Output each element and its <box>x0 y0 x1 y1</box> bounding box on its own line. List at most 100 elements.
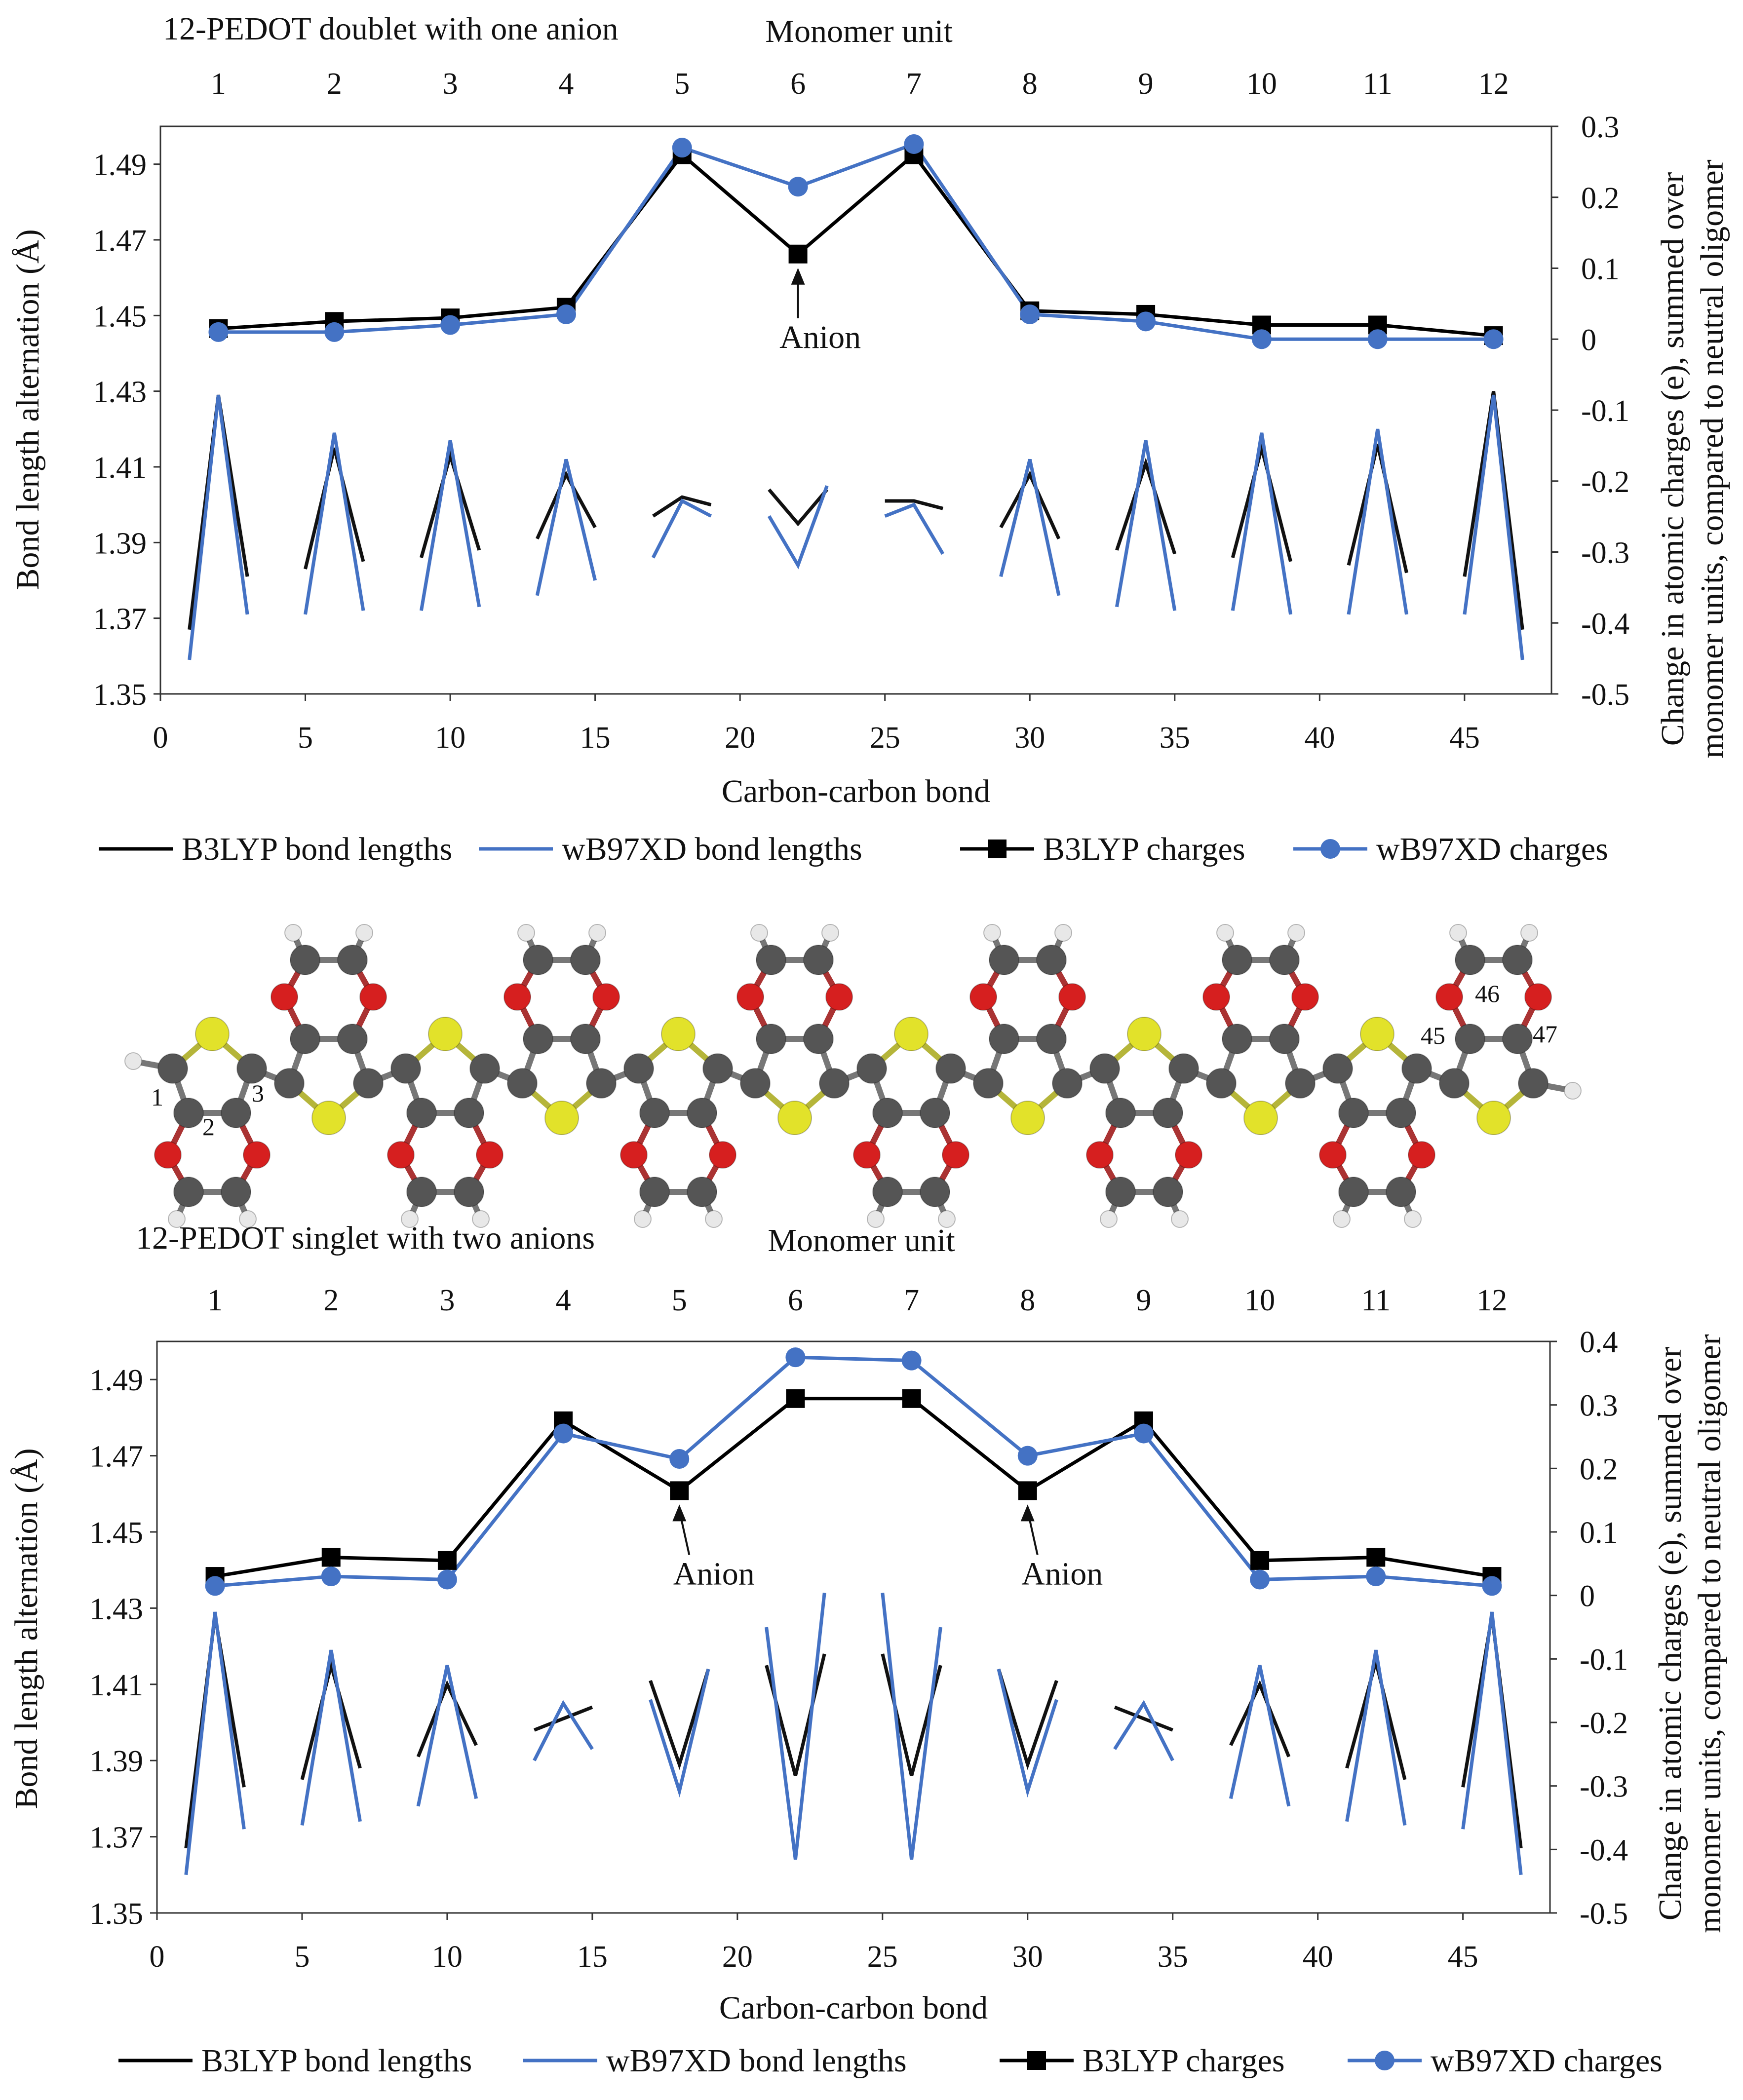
sulfur-atom <box>311 1101 346 1135</box>
top-tick-label: 10 <box>1244 1284 1275 1317</box>
annotation-label: Anion <box>1021 1556 1103 1592</box>
y2-tick-label: -0.1 <box>1581 394 1629 428</box>
wb97xd-bond-length-line <box>767 485 829 570</box>
wb97xd-charge-point <box>205 1576 225 1596</box>
sulfur-atom <box>544 1101 579 1135</box>
wb97xd-charge-point <box>1020 304 1040 324</box>
b3lyp-bond-length-line <box>304 447 365 570</box>
y2-tick-label: -0.3 <box>1581 536 1629 570</box>
y-tick-label: 1.39 <box>90 1745 144 1778</box>
x-tick-label: 10 <box>432 1940 463 1974</box>
top-tick-label: 7 <box>906 67 922 101</box>
b3lyp-bond-length-line <box>536 470 597 540</box>
x-tick-label: 45 <box>1449 721 1480 755</box>
carbon-atom <box>523 945 553 975</box>
carbon-atom <box>221 1098 251 1128</box>
legend-circle-marker <box>1375 2051 1394 2070</box>
hydrogen-atom <box>1404 1210 1422 1228</box>
sulfur-atom <box>195 1017 230 1051</box>
x-axis-label: Carbon-carbon bond <box>722 773 990 809</box>
b3lyp-bond-length-line <box>885 499 943 510</box>
x-tick-label: 15 <box>580 721 611 755</box>
y-tick-label: 1.39 <box>93 527 147 560</box>
oxygen-atom <box>243 1141 271 1169</box>
x-axis-ticks: 0 5 10 15 20 25 30 35 40 45 <box>150 1913 1478 1974</box>
carbon-atom <box>274 1068 305 1099</box>
carbon-atom <box>687 1177 717 1207</box>
annotation-arrow-head <box>672 1504 687 1522</box>
wb97xd-bond-length-line <box>1231 432 1293 615</box>
carbon-atom <box>639 1177 670 1207</box>
y2-axis-label-line2: monomer units, compared to neutral oligo… <box>1694 159 1730 758</box>
hydrogen-atom <box>1216 924 1234 942</box>
carbon-atom <box>390 1053 421 1084</box>
carbon-atom <box>1386 1177 1416 1207</box>
wb97xd-charge-point <box>437 1569 457 1590</box>
y-tick-label: 1.41 <box>93 451 147 485</box>
wb97xd-bond-length-line <box>649 1669 710 1798</box>
sulfur-atom <box>661 1017 696 1051</box>
carbon-atom <box>173 1098 204 1128</box>
top-tick-label: 12 <box>1478 67 1509 101</box>
top-tick-label: 5 <box>672 1284 687 1317</box>
wb97xd-charge-point <box>904 134 924 154</box>
atom-label-3: 3 <box>252 1079 264 1107</box>
carbon-atom <box>1439 1068 1470 1099</box>
y2-tick-label: -0.2 <box>1580 1707 1628 1740</box>
legend-label: B3LYP bond lengths <box>182 831 452 867</box>
carbon-atom <box>872 1098 903 1128</box>
carbon-atom <box>290 945 320 975</box>
carbon-atom <box>1036 1024 1067 1054</box>
annotation-label: Anion <box>779 319 861 355</box>
wb97xd-bond-length-line <box>184 1611 246 1875</box>
carbon-atom <box>702 1053 733 1084</box>
y2-tick-label: 0 <box>1580 1580 1595 1613</box>
carbon-atom <box>740 1068 771 1099</box>
wb97xd-bond-length-line <box>997 1669 1058 1798</box>
wb97xd-bond-length-line <box>884 502 945 555</box>
carbon-atom <box>1338 1098 1369 1128</box>
b3lyp-bond-length-line <box>1347 444 1408 573</box>
carbon-atom <box>1401 1053 1432 1084</box>
b3lyp-charge-point <box>788 244 808 264</box>
carbon-atom <box>221 1177 251 1207</box>
hydrogen-atom <box>634 1210 652 1228</box>
carbon-atom <box>454 1098 484 1128</box>
annotation-arrow-head <box>791 267 805 285</box>
hydrogen-atom <box>355 924 373 942</box>
b3lyp-bond-length-line <box>420 449 481 558</box>
carbon-atom <box>1285 1068 1316 1099</box>
carbon-atom <box>1502 945 1533 975</box>
top-tick-label: 8 <box>1020 1284 1035 1317</box>
carbon-atom <box>1455 945 1485 975</box>
oxygen-atom <box>1175 1141 1202 1169</box>
hydrogen-atom <box>938 1210 956 1228</box>
wb97xd-bond-length-line <box>651 498 712 559</box>
b3lyp-bond-length-line <box>768 488 828 527</box>
y-tick-label: 1.45 <box>93 300 147 333</box>
b3lyp-bond-length-line <box>1461 1615 1523 1849</box>
plot-frame <box>159 125 1552 695</box>
oxygen-atom <box>1524 983 1552 1011</box>
wb97xd-bond-length-line <box>535 458 597 596</box>
wb97xd-bond-length-line <box>300 1649 362 1826</box>
b3lyp-bond-length-line <box>997 1668 1058 1770</box>
wb97xd-bond-length-line <box>1229 1665 1291 1807</box>
carbon-atom <box>856 1053 887 1084</box>
hydrogen-atom <box>472 1210 490 1228</box>
hydrogen-atom <box>401 1210 419 1228</box>
wb97xd-charge-line <box>215 1355 1492 1588</box>
carbon-atom <box>989 945 1019 975</box>
carbon-atom <box>1518 1068 1549 1099</box>
chart-doublet-one-anion: 12-PEDOT doublet with one anion Monomer … <box>10 11 1730 867</box>
wb97xd-bond-length-line <box>999 458 1061 596</box>
hydrogen-atom <box>1564 1082 1582 1100</box>
y-tick-label: 1.41 <box>90 1669 144 1702</box>
carbon-atom <box>586 1068 617 1099</box>
x-axis-ticks: 0 5 10 15 20 25 30 35 40 45 <box>153 694 1480 755</box>
carbon-atom <box>570 945 601 975</box>
b3lyp-charge-point <box>437 1551 457 1570</box>
wb97xd-bond-length-line <box>1113 1700 1174 1761</box>
carbon-atom <box>1206 1068 1237 1099</box>
hydrogen-atom <box>588 924 606 942</box>
